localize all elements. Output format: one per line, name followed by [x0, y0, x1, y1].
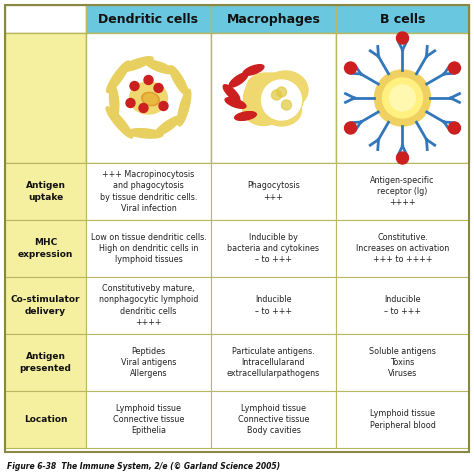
- Ellipse shape: [244, 73, 303, 123]
- Bar: [211, 5, 336, 33]
- Text: Lymphoid tissue
Connective tissue
Body cavities: Lymphoid tissue Connective tissue Body c…: [238, 404, 309, 435]
- Circle shape: [159, 101, 168, 110]
- Bar: [86, 163, 211, 220]
- Bar: [86, 33, 211, 163]
- Text: Figure 6-38  The Immune System, 2/e (© Garland Science 2005): Figure 6-38 The Immune System, 2/e (© Ga…: [7, 462, 280, 471]
- Ellipse shape: [146, 60, 174, 73]
- Circle shape: [345, 62, 356, 74]
- Circle shape: [130, 82, 139, 91]
- Text: Antigen-specific
receptor (Ig)
++++: Antigen-specific receptor (Ig) ++++: [370, 176, 435, 207]
- Bar: [86, 5, 211, 33]
- Circle shape: [272, 90, 282, 100]
- Bar: [5, 334, 86, 391]
- Ellipse shape: [106, 107, 133, 138]
- Circle shape: [374, 70, 430, 126]
- Ellipse shape: [144, 94, 157, 104]
- Text: Lymphoid tissue
Connective tissue
Epithelia: Lymphoid tissue Connective tissue Epithe…: [113, 404, 184, 435]
- Bar: [336, 391, 469, 448]
- Text: Peptides
Viral antigens
Allergens: Peptides Viral antigens Allergens: [121, 347, 176, 378]
- Ellipse shape: [129, 82, 167, 114]
- Ellipse shape: [178, 89, 191, 126]
- Bar: [5, 163, 86, 220]
- Circle shape: [390, 85, 416, 111]
- Text: Antigen
uptake: Antigen uptake: [26, 182, 65, 201]
- Bar: [336, 5, 469, 33]
- Ellipse shape: [155, 116, 182, 136]
- Circle shape: [126, 99, 135, 108]
- Text: Lymphoid tissue
Peripheral blood: Lymphoid tissue Peripheral blood: [370, 410, 436, 429]
- Bar: [336, 33, 469, 163]
- Circle shape: [154, 83, 163, 92]
- Text: Inducible
– to +++: Inducible – to +++: [255, 295, 292, 316]
- Bar: [86, 334, 211, 391]
- Bar: [5, 277, 86, 334]
- Bar: [86, 277, 211, 334]
- Ellipse shape: [246, 73, 284, 103]
- Bar: [86, 220, 211, 277]
- Bar: [211, 277, 336, 334]
- Circle shape: [139, 103, 148, 112]
- Text: Particulate antigens.
Intracellularand
extracellularpathogens: Particulate antigens. Intracellularand e…: [227, 347, 320, 378]
- Circle shape: [282, 100, 292, 110]
- Ellipse shape: [243, 91, 284, 126]
- Ellipse shape: [223, 85, 240, 101]
- Ellipse shape: [109, 84, 119, 118]
- Text: Soluble antigens
Toxins
Viruses: Soluble antigens Toxins Viruses: [369, 347, 436, 378]
- Bar: [86, 391, 211, 448]
- Circle shape: [276, 87, 286, 97]
- Ellipse shape: [262, 94, 301, 126]
- Bar: [5, 33, 86, 163]
- Circle shape: [262, 80, 301, 120]
- Bar: [211, 220, 336, 277]
- Circle shape: [396, 32, 409, 44]
- Ellipse shape: [235, 111, 256, 120]
- Ellipse shape: [263, 71, 308, 109]
- Bar: [336, 220, 469, 277]
- Text: Co-stimulator
delivery: Co-stimulator delivery: [11, 295, 80, 316]
- Circle shape: [448, 62, 460, 74]
- Ellipse shape: [243, 64, 264, 75]
- Bar: [5, 5, 86, 33]
- Text: Location: Location: [24, 415, 67, 424]
- Ellipse shape: [128, 128, 163, 138]
- Ellipse shape: [119, 57, 153, 72]
- Text: B cells: B cells: [380, 12, 425, 26]
- Text: Dendritic cells: Dendritic cells: [99, 12, 199, 26]
- Circle shape: [448, 122, 460, 134]
- Circle shape: [144, 75, 153, 84]
- Circle shape: [383, 78, 422, 118]
- Bar: [336, 277, 469, 334]
- Bar: [336, 334, 469, 391]
- Bar: [211, 391, 336, 448]
- Text: +++ Macropinocytosis
and phagocytosis
by tissue dendritic cells.
Viral infection: +++ Macropinocytosis and phagocytosis by…: [100, 170, 197, 213]
- Bar: [211, 163, 336, 220]
- Ellipse shape: [225, 98, 246, 109]
- Bar: [211, 33, 336, 163]
- Text: Antigen
presented: Antigen presented: [19, 353, 72, 373]
- Text: Macrophages: Macrophages: [227, 12, 320, 26]
- Ellipse shape: [142, 92, 159, 106]
- Bar: [5, 220, 86, 277]
- Text: MHC
expression: MHC expression: [18, 238, 73, 258]
- Text: Inducible by
bacteria and cytokines
– to +++: Inducible by bacteria and cytokines – to…: [228, 233, 319, 264]
- Ellipse shape: [107, 61, 130, 92]
- Circle shape: [345, 122, 356, 134]
- Bar: [5, 391, 86, 448]
- Text: Constitutiveby mature,
nonphagocytic lymphoid
dendritic cells
++++: Constitutiveby mature, nonphagocytic lym…: [99, 284, 198, 327]
- Text: Low on tissue dendritic cells.
High on dendritic cells in
lymphoid tissues: Low on tissue dendritic cells. High on d…: [91, 233, 206, 264]
- Ellipse shape: [229, 73, 248, 87]
- Bar: [336, 163, 469, 220]
- Ellipse shape: [170, 65, 188, 95]
- Circle shape: [396, 152, 409, 164]
- Bar: [211, 334, 336, 391]
- Text: Phagocytosis
+++: Phagocytosis +++: [247, 182, 300, 201]
- Text: Constitutive.
Increases on activation
+++ to ++++: Constitutive. Increases on activation ++…: [356, 233, 449, 264]
- Text: Inducible
– to +++: Inducible – to +++: [384, 295, 421, 316]
